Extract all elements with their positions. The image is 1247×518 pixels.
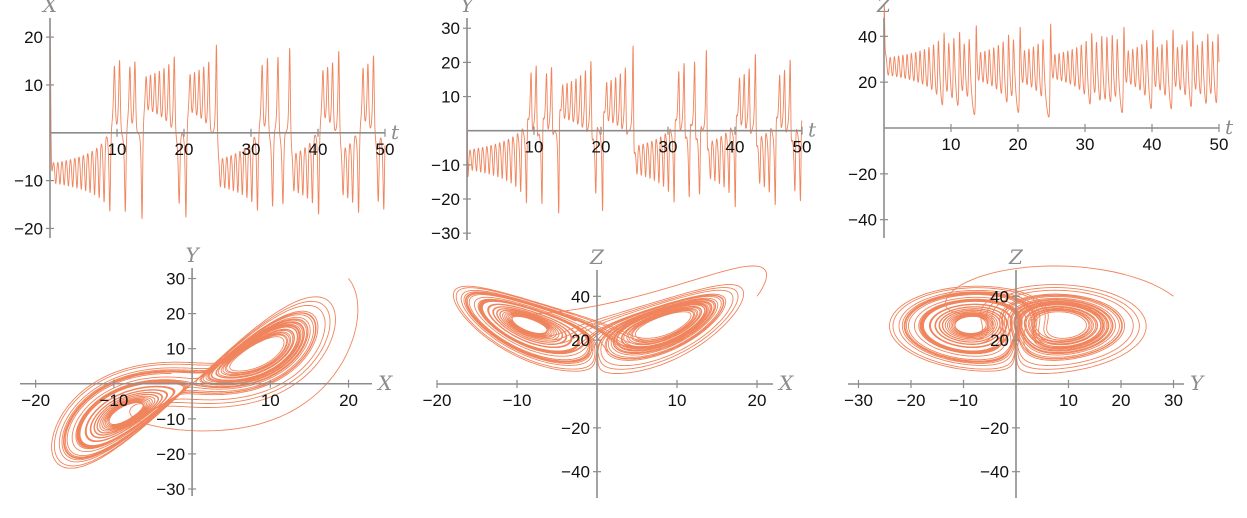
y-vs-x-y-axis-label: Y <box>185 243 200 267</box>
x-vs-t-plot: 10 20 30 40 50 −20 −10 10 20 t X <box>14 0 400 238</box>
z-vs-x-y-tick-label: −40 <box>561 463 590 482</box>
y-vs-t-x-tick-label: 50 <box>793 138 812 157</box>
z-vs-x-plot: −20 −10 10 20 −40 −20 20 40 X Z <box>423 245 794 498</box>
y-vs-t-y-tick-label: −30 <box>431 224 460 243</box>
y-vs-t-x-tick-label: 20 <box>592 138 611 157</box>
x-vs-t-series-line <box>49 30 386 220</box>
z-vs-x-x-tick-label: 10 <box>668 391 687 410</box>
x-vs-t-y-tick-label: 10 <box>24 76 43 95</box>
y-vs-x-x-axis-label: X <box>376 371 393 395</box>
z-vs-x-y-axis-label: Z <box>589 245 605 269</box>
y-vs-t-series-line <box>466 28 803 214</box>
y-vs-x-y-tick-label: −30 <box>156 480 185 499</box>
y-vs-t-x-axis-label: t <box>808 118 817 142</box>
z-vs-t-series-line <box>883 4 1220 118</box>
z-vs-t-y-tick-label: −20 <box>848 165 877 184</box>
y-vs-t-x-tick-label: 10 <box>525 138 544 157</box>
z-vs-t-x-tick-label: 30 <box>1076 135 1095 154</box>
y-vs-t-y-tick-label: −10 <box>431 156 460 175</box>
x-vs-t-x-tick-label: 50 <box>376 140 395 159</box>
z-vs-t-y-tick-label: 40 <box>858 27 877 46</box>
z-vs-y-x-tick-label: −20 <box>897 391 926 410</box>
z-vs-t-x-tick-label: 20 <box>1009 135 1028 154</box>
z-vs-y-x-tick-label: 10 <box>1059 391 1078 410</box>
z-vs-y-y-tick-label: 40 <box>990 287 1009 306</box>
y-vs-t-y-tick-label: 30 <box>441 19 460 38</box>
z-vs-t-x-axis-label: t <box>1225 115 1234 139</box>
z-vs-x-y-tick-label: 40 <box>571 287 590 306</box>
y-vs-t-x-tick-label: 30 <box>659 138 678 157</box>
z-vs-t-plot: 10 20 30 40 50 −40 −20 20 40 t Z <box>848 0 1234 238</box>
z-vs-x-x-tick-label: −20 <box>423 391 452 410</box>
z-vs-y-x-tick-label: −30 <box>844 391 873 410</box>
y-vs-x-y-tick-label: −10 <box>156 410 185 429</box>
z-vs-y-y-tick-label: −20 <box>980 419 1009 438</box>
z-vs-y-x-axis-label: Y <box>1190 371 1205 395</box>
x-vs-t-y-tick-label: −10 <box>14 172 43 191</box>
z-vs-t-x-tick-label: 10 <box>942 135 961 154</box>
y-vs-t-plot: 10 20 30 40 50 −30 −20 −10 10 20 30 t Y <box>431 0 817 243</box>
x-vs-t-x-tick-label: 40 <box>309 140 328 159</box>
x-vs-t-y-tick-label: 20 <box>24 28 43 47</box>
y-vs-x-x-tick-label: −20 <box>21 391 50 410</box>
z-vs-y-y-axis-label: Z <box>1008 245 1024 269</box>
y-vs-t-x-tick-label: 40 <box>726 138 745 157</box>
x-vs-t-x-tick-label: 20 <box>175 140 194 159</box>
x-vs-t-x-tick-label: 10 <box>108 140 127 159</box>
x-vs-t-y-axis-label: X <box>41 0 58 17</box>
y-vs-t-y-axis-label: Y <box>460 0 475 17</box>
z-vs-y-x-tick-label: 20 <box>1112 391 1131 410</box>
z-vs-t-x-tick-label: 50 <box>1210 135 1229 154</box>
y-vs-x-y-tick-label: −20 <box>156 445 185 464</box>
y-vs-x-y-tick-label: 20 <box>166 305 185 324</box>
z-vs-y-y-tick-label: 20 <box>990 331 1009 350</box>
y-vs-t-y-tick-label: 10 <box>441 88 460 107</box>
x-vs-t-x-axis-label: t <box>391 120 400 144</box>
z-vs-t-y-tick-label: −40 <box>848 211 877 230</box>
z-vs-x-x-tick-label: 20 <box>748 391 767 410</box>
z-vs-y-x-tick-label: −10 <box>949 391 978 410</box>
z-vs-x-x-tick-label: −10 <box>503 391 532 410</box>
z-vs-x-y-tick-label: 20 <box>571 331 590 350</box>
y-vs-x-plot: −20 −10 10 20 −30 −20 −10 10 20 30 X Y <box>20 243 393 499</box>
z-vs-y-y-tick-label: −40 <box>980 463 1009 482</box>
z-vs-x-y-tick-label: −20 <box>561 419 590 438</box>
x-vs-t-y-tick-label: −20 <box>14 219 43 238</box>
y-vs-x-x-tick-label: 10 <box>261 391 280 410</box>
y-vs-x-y-tick-label: 10 <box>166 340 185 359</box>
x-vs-t-x-tick-label: 30 <box>242 140 261 159</box>
lorenz-figure: 10 20 30 40 50 −20 −10 10 20 t X 10 20 30 40 50 −30 −20−… <box>14 0 1234 499</box>
z-vs-y-x-tick-label: 30 <box>1164 391 1183 410</box>
y-vs-x-series-line <box>51 278 359 469</box>
z-vs-x-x-axis-label: X <box>777 371 794 395</box>
y-vs-t-y-tick-label: −20 <box>431 190 460 209</box>
y-vs-t-y-tick-label: 20 <box>441 53 460 72</box>
y-vs-x-x-tick-label: −10 <box>99 391 128 410</box>
z-vs-x-series-line <box>452 265 768 374</box>
y-vs-x-x-tick-label: 20 <box>339 391 358 410</box>
z-vs-t-y-tick-label: 20 <box>858 73 877 92</box>
z-vs-t-x-tick-label: 40 <box>1143 135 1162 154</box>
y-vs-x-y-tick-label: 30 <box>166 270 185 289</box>
z-vs-y-series-line <box>889 265 1174 374</box>
z-vs-t-y-axis-label: Z <box>876 0 892 17</box>
